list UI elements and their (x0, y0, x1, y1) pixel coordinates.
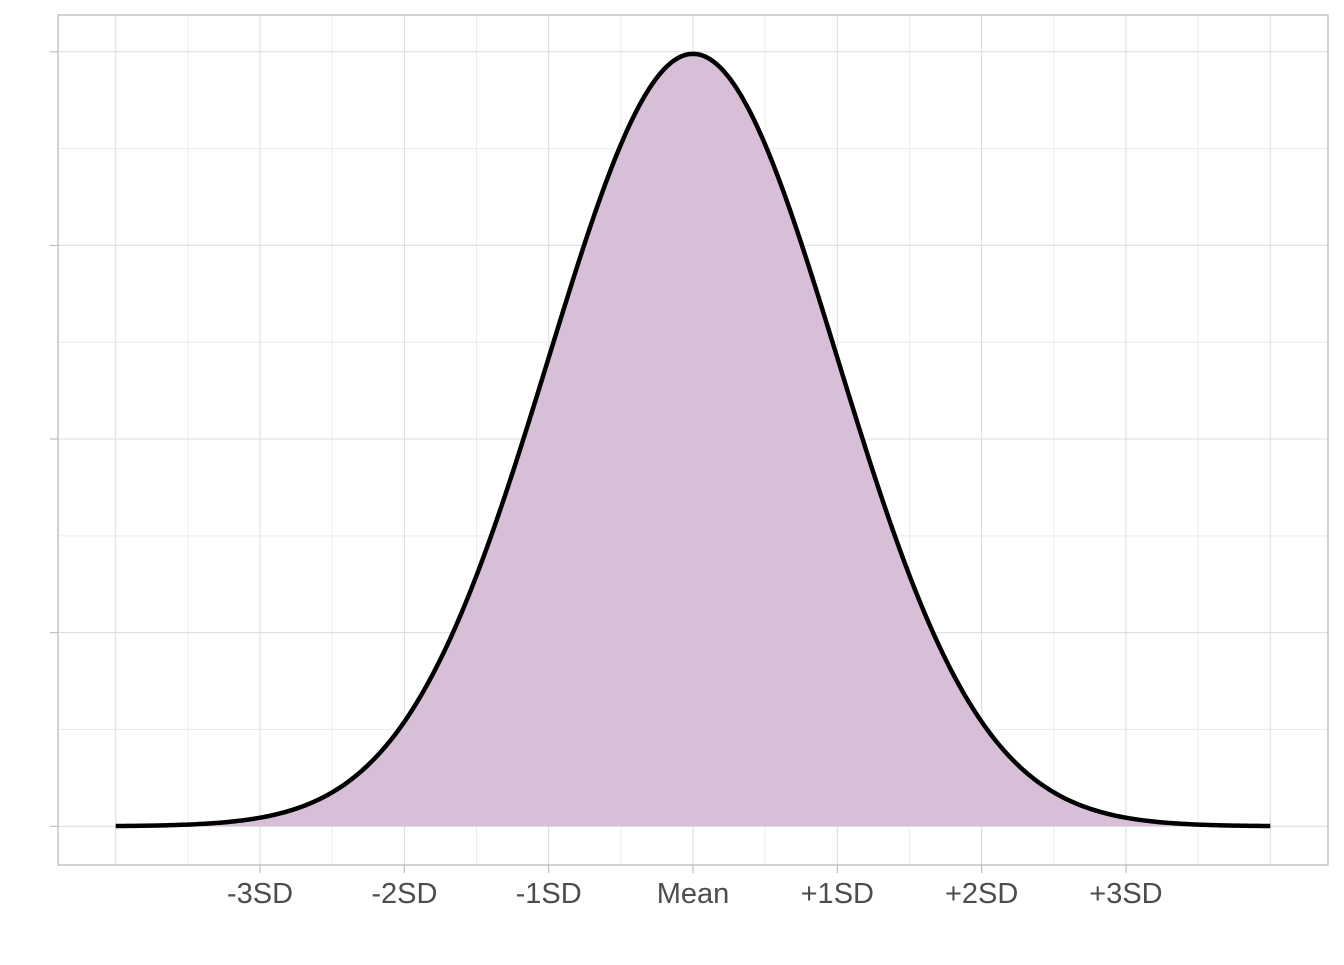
x-axis-tick-label: +2SD (945, 878, 1018, 910)
x-axis-tick-label: -2SD (371, 878, 437, 910)
x-axis-tick-labels: -3SD -2SD -1SD Mean +1SD +2SD +3SD (227, 878, 1163, 910)
x-axis-tick-label: +3SD (1089, 878, 1162, 910)
x-axis-tick-label: +1SD (801, 878, 874, 910)
x-axis-tick-label: Mean (657, 878, 730, 910)
y-axis-ticks (50, 51, 58, 827)
density-curve-line (115, 51, 1271, 829)
panel-border (57, 14, 1329, 866)
x-axis-ticks (259, 865, 1127, 873)
density-area-fill (115, 53, 1271, 827)
x-axis-tick-label: -3SD (227, 878, 293, 910)
x-axis-tick-label: -1SD (516, 878, 582, 910)
